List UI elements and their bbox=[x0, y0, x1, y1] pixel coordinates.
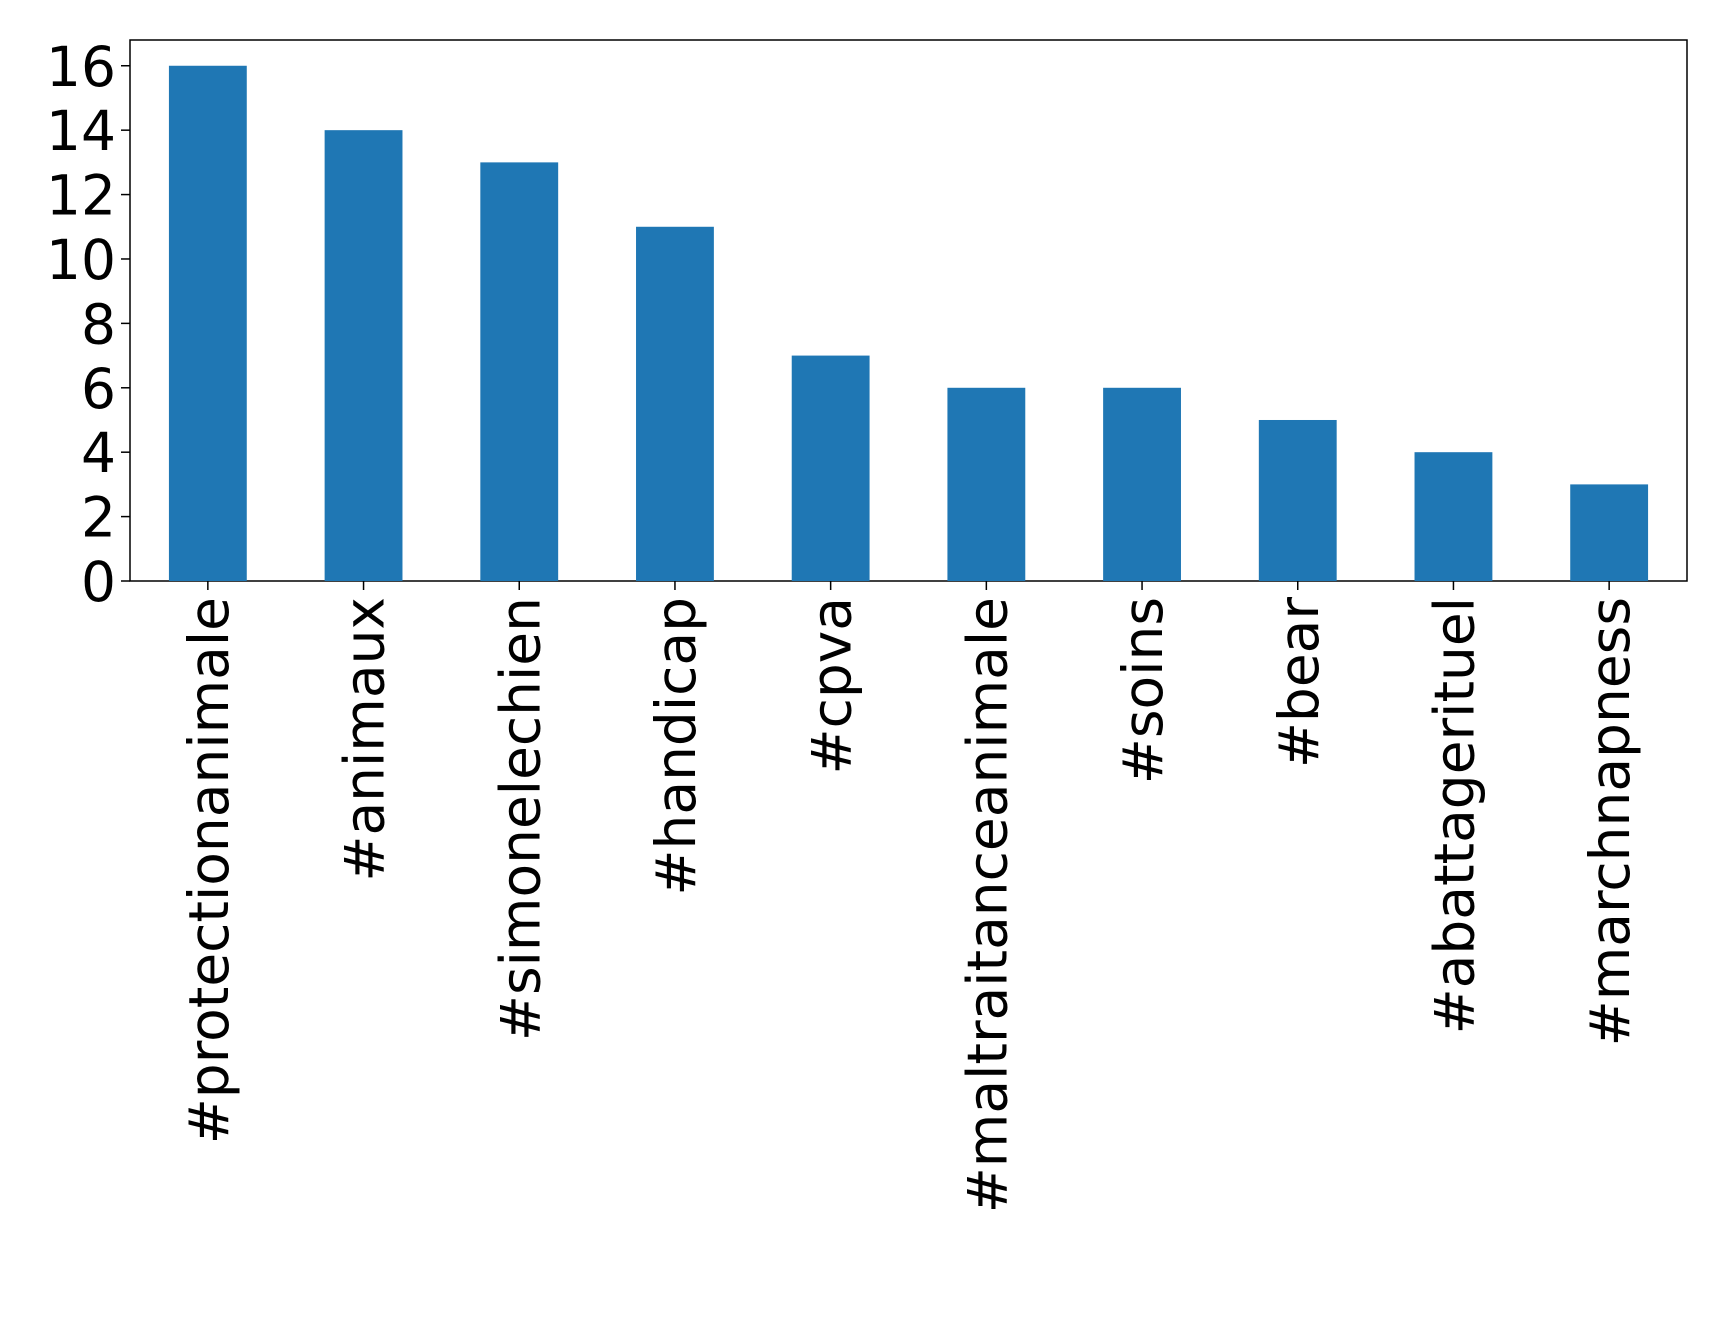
plot-frame bbox=[129, 39, 1688, 582]
bar bbox=[1258, 419, 1337, 581]
x-tick-label: #animaux bbox=[333, 597, 397, 882]
x-tick-label: #cpva bbox=[800, 597, 864, 775]
bar bbox=[480, 162, 559, 581]
y-tick-label: 14 bbox=[46, 99, 116, 163]
y-tick-label: 12 bbox=[46, 164, 116, 228]
y-tick-label: 8 bbox=[81, 292, 116, 356]
x-tick-label: #maltraitanceanimale bbox=[955, 597, 1019, 1213]
y-tick-label: 16 bbox=[46, 35, 116, 99]
x-tick-label: #abattagerituel bbox=[1422, 597, 1486, 1034]
bar bbox=[636, 226, 714, 581]
y-tick-label: 4 bbox=[81, 421, 116, 485]
y-tick-label: 2 bbox=[81, 486, 116, 550]
bar bbox=[1103, 387, 1181, 581]
bar bbox=[1570, 484, 1649, 581]
x-tick-label: #handicap bbox=[644, 597, 708, 896]
x-tick-label: #protectionanimale bbox=[177, 597, 241, 1144]
bar bbox=[168, 65, 247, 581]
bar bbox=[324, 130, 403, 581]
bar bbox=[947, 387, 1026, 581]
y-tick-label: 6 bbox=[81, 357, 116, 421]
x-tick-label: #bear bbox=[1267, 597, 1331, 769]
x-tick-label: #soins bbox=[1111, 597, 1175, 784]
x-tick-label: #simonelechien bbox=[488, 597, 552, 1041]
x-tick-label: #marchnapness bbox=[1578, 597, 1642, 1046]
y-tick-label: 0 bbox=[81, 550, 116, 614]
bar bbox=[1414, 452, 1493, 581]
y-tick-label: 10 bbox=[46, 228, 116, 292]
bar bbox=[791, 355, 870, 581]
